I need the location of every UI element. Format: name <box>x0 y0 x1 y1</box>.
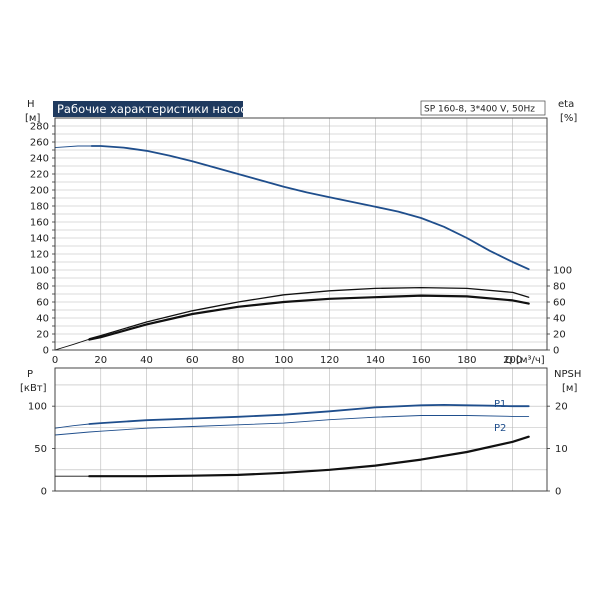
x-tick-label: 180 <box>457 355 476 366</box>
y-axis-unit-right: [%] <box>560 113 577 124</box>
curve-bottom-0 <box>88 403 530 425</box>
x-tick-label: 100 <box>274 355 293 366</box>
y-tick-label-right: 0 <box>555 487 561 498</box>
y-tick-label-left: 40 <box>36 314 49 325</box>
y-tick-label-left: 0 <box>43 346 49 357</box>
x-tick-label: 80 <box>232 355 245 366</box>
series-label-p1: P1 <box>494 399 506 410</box>
y-axis-title-right: NPSH <box>554 369 581 380</box>
y-tick-label-left: 60 <box>36 298 49 309</box>
y-tick-label-right: 20 <box>555 402 568 413</box>
y-axis-title-right: eta <box>558 99 574 110</box>
y-tick-label-left: 220 <box>30 170 49 181</box>
y-tick-label-right: 60 <box>553 298 566 309</box>
y-tick-label-right: 10 <box>555 444 568 455</box>
x-tick-label: 200 <box>503 355 522 366</box>
y-axis-unit-left: [кВт] <box>20 383 47 394</box>
y-tick-label-right: 0 <box>553 346 559 357</box>
curve-top-0 <box>90 145 530 271</box>
x-tick-label: 40 <box>140 355 153 366</box>
chart-title-bg <box>53 101 243 117</box>
y-tick-label-left: 280 <box>30 122 49 133</box>
y-axis-title-left: P <box>27 369 33 380</box>
y-tick-label-right: 20 <box>553 330 566 341</box>
curve-top-1 <box>54 145 93 149</box>
y-tick-label-left: 100 <box>30 266 49 277</box>
y-tick-label-left: 240 <box>30 154 49 165</box>
x-tick-label: 20 <box>94 355 107 366</box>
plot-frame-top <box>54 117 548 351</box>
curve-bottom-3 <box>88 435 530 478</box>
y-tick-label-left: 20 <box>36 330 49 341</box>
chart-subtitle-box <box>420 100 546 116</box>
chart-title: Рабочие характеристики насоса <box>57 102 254 116</box>
y-tick-label-left: 140 <box>30 234 49 245</box>
y-axis-title-left: H <box>27 99 35 110</box>
y-tick-label-left: 80 <box>36 282 49 293</box>
x-tick-label: 120 <box>320 355 339 366</box>
chart-subtitle: SP 160-8, 3*400 V, 50Hz <box>424 105 535 115</box>
x-tick-label: 0 <box>52 355 58 366</box>
x-axis-title: Q [м³/ч] <box>505 355 545 366</box>
y-tick-label-left: 200 <box>30 186 49 197</box>
y-tick-label-left: 180 <box>30 202 49 213</box>
x-tick-label: 60 <box>186 355 199 366</box>
x-tick-label: 140 <box>366 355 385 366</box>
y-tick-label-left: 50 <box>34 444 47 455</box>
x-tick-label: 160 <box>412 355 431 366</box>
curve-top-4 <box>54 338 90 351</box>
curve-bottom-2 <box>54 415 530 436</box>
y-axis-unit-left: [м] <box>25 113 40 124</box>
curve-top-2 <box>88 286 530 340</box>
y-tick-label-left: 120 <box>30 250 49 261</box>
y-tick-label-left: 0 <box>41 487 47 498</box>
y-tick-label-left: 260 <box>30 138 49 149</box>
y-tick-label-left: 100 <box>28 402 47 413</box>
curve-bottom-1 <box>54 423 90 429</box>
series-label-p2: P2 <box>494 423 506 434</box>
y-tick-label-right: 80 <box>553 282 566 293</box>
curve-top-3 <box>88 294 530 341</box>
y-tick-label-right: 40 <box>553 314 566 325</box>
plot-frame-bottom <box>54 367 548 492</box>
y-tick-label-left: 160 <box>30 218 49 229</box>
y-tick-label-right: 100 <box>553 266 572 277</box>
y-axis-unit-right: [м] <box>562 383 577 394</box>
